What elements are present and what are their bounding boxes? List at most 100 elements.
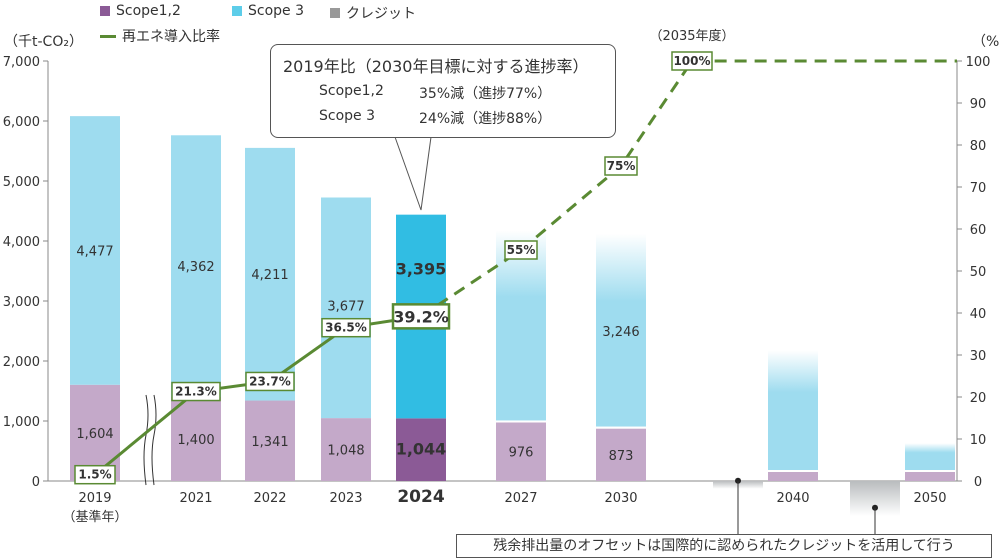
callout-pointer [394,136,432,211]
x-tick-label: 2050 [913,491,946,506]
bar-scope3 [905,443,955,470]
data-label-scope3: 3,677 [327,300,364,315]
bar-scope3 [596,233,646,427]
callout-title: 2019年比（2030年目標に対する進捗率） [283,57,589,76]
x-tick-label: 2024 [397,487,444,507]
y-tick-label: 4,000 [3,235,40,250]
renewable-point-box [504,240,538,260]
y2-tick-label: 90 [970,97,987,112]
y2-tick-label: 50 [970,265,987,280]
data-label-scope12: 873 [609,449,634,464]
data-label-scope12: 1,604 [76,427,113,442]
renewable-point-label: 23.7% [249,374,291,388]
legend-label: クレジット [346,6,416,22]
bar-scope12 [171,397,221,481]
data-label-scope3: 3,246 [602,325,639,340]
renewable-point-label: 36.5% [325,321,367,335]
legend-swatch [100,34,116,38]
y2-tick-label: 20 [970,391,987,406]
y2-tick-label: 80 [970,139,987,154]
renewable-point-box [171,381,221,402]
bar-scope3 [171,135,221,397]
x-tick-label: 2022 [253,491,286,506]
x-tick-label: 2019 [78,491,111,506]
data-label-scope12: 976 [509,446,534,461]
callout-row-value: 24%減（進捗88%） [419,111,552,127]
y2-tick-label: 30 [970,349,987,364]
renewable-point-label: 1.5% [78,468,111,482]
bar-scope12 [496,422,546,481]
axis-break-mark [143,394,157,486]
x-tick-sublabel: （基準年） [62,509,127,525]
x-tick-label: 2040 [776,491,809,506]
legend-swatch [100,6,110,16]
legend-swatch [330,8,340,18]
bar-scope12 [905,472,955,481]
y2-tick-label: 0 [974,475,982,490]
bar-scope12 [768,472,818,481]
renewable-point-label: 100% [673,54,710,68]
legend-swatch [232,6,242,16]
data-label-scope3: 4,477 [76,244,113,259]
credit-note: 残余排出量のオフセットは国際的に認められたクレジットを活用して行う [456,534,992,558]
bar-scope12 [321,418,371,481]
y-tick-label: 7,000 [3,55,40,70]
y-tick-label: 6,000 [3,115,40,130]
callout-row-label: Scope1,2 [319,83,384,99]
legend-scope12: Scope1,2 [100,3,181,19]
bar-scope3 [496,230,546,421]
renewable-point-label: 75% [607,159,636,173]
bar-scope12 [396,418,446,481]
annotation-2035: （2035年度） [649,28,734,44]
bar-scope3 [245,147,295,401]
legend-renewable: 再エネ導入比率 [100,26,220,46]
y-tick-label: 3,000 [3,295,40,310]
callout-box: 2019年比（2030年目標に対する進捗率） Scope1,2 35%減（進捗7… [270,44,616,138]
renewable-point-label: 55% [507,243,536,257]
y2-tick-label: 100 [966,55,991,70]
data-label-scope12: 1,341 [251,435,288,450]
renewable-point-box [391,303,451,330]
y2-tick-label: 60 [970,223,987,238]
renewable-point-label: 21.3% [175,385,217,399]
data-label-scope12: 1,400 [177,433,214,448]
y-tick-label: 5,000 [3,175,40,190]
renewable-point-label: 39.2% [393,307,449,326]
y-tick-label: 1,000 [3,415,40,430]
legend-label: Scope1,2 [116,3,181,19]
bar-scope3 [768,350,818,470]
x-tick-label: 2021 [179,491,212,506]
data-label-scope3: 4,211 [251,268,288,283]
data-label-scope3: 3,395 [396,259,447,278]
bar-scope3 [321,197,371,419]
y-tick-label: 2,000 [3,355,40,370]
x-tick-label: 2027 [504,491,537,506]
x-tick-label: 2030 [604,491,637,506]
callout-row-value: 35%減（進捗77%） [419,86,552,102]
bar-scope12 [245,400,295,481]
renewable-point-box [74,464,116,485]
y2-tick-label: 10 [970,433,987,448]
callout-row-label: Scope 3 [319,108,376,124]
renewable-point-box [245,371,295,392]
bar-scope3 [70,116,120,385]
legend-credit: クレジット [330,3,416,23]
data-label-scope12: 1,044 [396,440,447,459]
renewable-point-box [671,51,713,71]
y2-tick-label: 70 [970,181,987,196]
data-label-scope12: 1,048 [327,444,364,459]
y2-axis-title: （%） [972,34,1000,50]
legend-label: Scope 3 [248,3,305,19]
legend-scope3: Scope 3 [232,3,304,19]
data-label-scope3: 4,362 [177,260,214,275]
renewable-point-box [321,317,371,338]
bar-scope12 [596,428,646,481]
renewable-point-box [604,156,638,176]
legend-label: 再エネ導入比率 [122,29,220,45]
y-axis-title: （千t-CO₂） [4,34,83,50]
x-tick-label: 2023 [329,491,362,506]
y2-tick-label: 40 [970,307,987,322]
y-tick-label: 0 [32,475,40,490]
